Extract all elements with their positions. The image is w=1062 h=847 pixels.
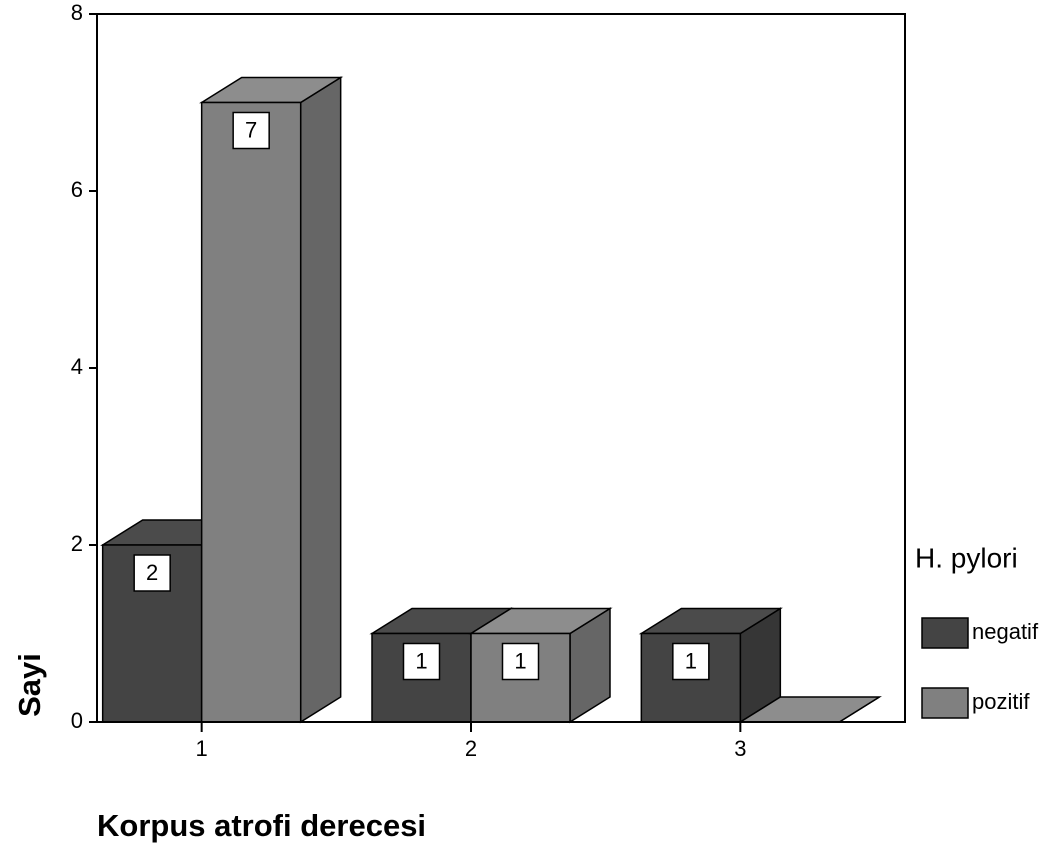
legend-swatch <box>921 617 969 649</box>
value-label-box <box>402 642 441 681</box>
legend-title: H. pylori <box>915 542 1018 573</box>
value-label-box <box>232 111 270 150</box>
value-label: 1 <box>685 648 697 673</box>
x-axis-label: Korpus atrofi derecesi <box>97 808 426 843</box>
legend-label: negatif <box>972 619 1039 644</box>
y-tick-label: 4 <box>71 354 83 379</box>
x-tick-label: 3 <box>734 736 746 761</box>
bar-side <box>299 76 342 724</box>
x-tick-label: 1 <box>196 736 208 761</box>
value-label-box <box>501 642 540 681</box>
x-tick-label: 2 <box>465 736 477 761</box>
value-label-box <box>672 642 710 681</box>
value-label-box <box>133 554 171 592</box>
value-label: 1 <box>415 648 427 673</box>
y-tick-label: 2 <box>71 531 83 556</box>
bar <box>200 101 302 723</box>
value-label: 2 <box>146 560 158 585</box>
value-label: 7 <box>245 117 257 142</box>
y-tick-label: 0 <box>71 708 83 733</box>
legend-swatch <box>921 687 969 719</box>
value-label: 1 <box>514 648 526 673</box>
y-tick-label: 8 <box>71 0 83 25</box>
legend-label: pozitif <box>972 689 1030 714</box>
y-axis-label: Sayi <box>12 653 47 717</box>
y-tick-label: 6 <box>71 177 83 202</box>
